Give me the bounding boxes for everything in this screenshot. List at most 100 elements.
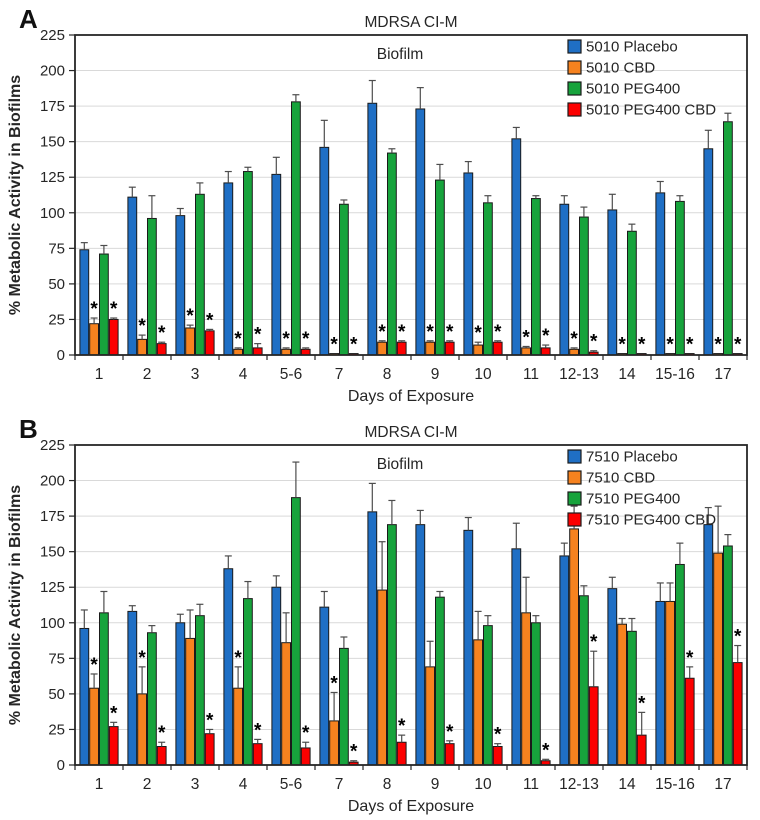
bar xyxy=(252,743,263,766)
legend-item: 5010 PEG400 CBD xyxy=(567,102,716,119)
sig-asterisk: * xyxy=(590,632,598,653)
x-tick-label: 8 xyxy=(383,776,392,793)
bar xyxy=(300,747,311,766)
bar xyxy=(511,138,522,356)
legend-item: 7510 PEG400 CBD xyxy=(567,512,716,529)
legend-swatch xyxy=(567,470,582,485)
x-tick-label: 10 xyxy=(474,776,492,793)
bar xyxy=(435,596,445,766)
y-tick-label: 75 xyxy=(48,240,65,257)
chart-subtitle: Biofilm xyxy=(377,456,424,473)
x-tick-label: 14 xyxy=(618,776,636,793)
sig-asterisk: * xyxy=(138,316,146,337)
bar xyxy=(137,338,147,356)
bar xyxy=(195,615,205,766)
bar xyxy=(473,344,484,356)
y-tick-label: 100 xyxy=(40,205,65,222)
x-tick-label: 1 xyxy=(95,366,104,383)
sig-asterisk: * xyxy=(254,325,262,346)
bar xyxy=(396,341,407,356)
panel-b-chart: * * * * * * * * * * * * * * * * * * 0 25 50 75 100 125 150 175 200… xyxy=(7,424,748,815)
x-tick-label: 7 xyxy=(335,776,344,793)
panel-a-label: A xyxy=(19,4,38,34)
legend-label: 7510 Placebo xyxy=(586,449,678,466)
panel-a-chart: ** ** * ** * * * * * * ***** * ** * * * * * * *025507510012… xyxy=(7,14,748,405)
bar xyxy=(425,666,436,766)
sig-asterisk: * xyxy=(206,310,214,331)
bar xyxy=(521,612,532,766)
sig-asterisk: * xyxy=(426,322,434,343)
bar xyxy=(655,600,666,766)
y-tick-label: 200 xyxy=(40,63,65,80)
x-tick-label: 11 xyxy=(523,366,539,383)
legend-item: 7510 PEG400 xyxy=(567,491,680,508)
y-axis-title: % Metabolic Activity in Biofilms xyxy=(7,75,24,315)
y-tick-label: 150 xyxy=(40,134,65,151)
legend-item: 7510 Placebo xyxy=(567,449,678,466)
x-tick-label: 2 xyxy=(143,776,152,793)
legend-item: 5010 Placebo xyxy=(567,39,678,56)
x-tick-label: 11 xyxy=(523,776,539,793)
bar xyxy=(127,610,138,766)
legend-swatch xyxy=(567,491,582,506)
y-tick-label: 125 xyxy=(40,169,65,186)
bar xyxy=(607,588,618,766)
bar xyxy=(377,341,388,356)
bar xyxy=(147,632,157,766)
bar xyxy=(223,182,234,356)
sig-asterisk: * xyxy=(542,740,550,761)
x-tick-label: 1 xyxy=(95,776,104,793)
legend-item: 7510 CBD xyxy=(567,470,655,487)
legend-label: 7510 PEG400 CBD xyxy=(586,512,716,529)
y-tick-label: 175 xyxy=(40,98,65,115)
bar xyxy=(291,101,301,356)
sig-asterisk: * xyxy=(302,329,310,350)
x-axis-title: Days of Exposure xyxy=(348,388,474,405)
bar xyxy=(89,323,99,356)
sig-asterisk: * xyxy=(638,335,646,356)
x-tick-label: 3 xyxy=(191,366,200,383)
x-tick-label: 15-16 xyxy=(655,366,695,383)
sig-asterisk: * xyxy=(714,335,722,356)
x-tick-label: 15-16 xyxy=(655,776,695,793)
sig-asterisk: * xyxy=(350,335,358,356)
sig-asterisk: * xyxy=(446,722,454,743)
bar xyxy=(175,215,186,356)
bar xyxy=(703,524,714,766)
sig-asterisk: * xyxy=(638,693,646,714)
bar xyxy=(569,528,580,766)
bar xyxy=(444,743,455,766)
bar xyxy=(579,216,589,356)
bar xyxy=(137,693,147,766)
sig-asterisk: * xyxy=(350,742,358,763)
bar xyxy=(99,253,109,356)
sig-asterisk: * xyxy=(474,323,482,344)
bar xyxy=(559,203,570,356)
x-tick-label: 7 xyxy=(335,366,344,383)
bar xyxy=(723,121,733,356)
sig-asterisk: * xyxy=(302,723,310,744)
legend-item: 5010 PEG400 xyxy=(567,81,680,98)
sig-asterisk: * xyxy=(234,329,242,350)
x-tick-label: 5-6 xyxy=(280,776,302,793)
sig-asterisk: * xyxy=(686,335,694,356)
x-tick-label: 5-6 xyxy=(280,366,302,383)
sig-asterisk: * xyxy=(522,327,530,348)
bar xyxy=(684,677,695,766)
bar xyxy=(675,563,685,766)
chart-subtitle: Biofilm xyxy=(377,46,424,63)
bar xyxy=(156,746,167,766)
chart-title: MDRSA CI-M xyxy=(365,424,458,441)
bar xyxy=(204,330,215,356)
bar xyxy=(483,202,493,356)
bar xyxy=(540,347,551,356)
y-tick-label: 150 xyxy=(40,544,65,561)
legend-label: 5010 PEG400 xyxy=(586,81,680,98)
sig-asterisk: * xyxy=(158,323,166,344)
bar xyxy=(319,146,330,356)
sig-asterisk: * xyxy=(494,322,502,343)
bar xyxy=(367,511,378,766)
bar xyxy=(281,642,292,766)
y-tick-label: 25 xyxy=(48,311,65,328)
